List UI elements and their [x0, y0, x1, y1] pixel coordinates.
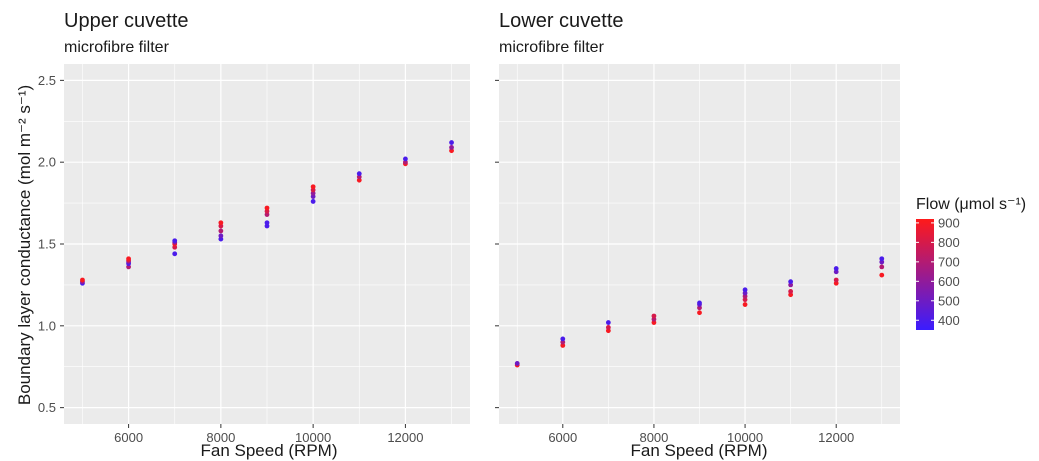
upper-y-tick-label: 1.5 [38, 237, 56, 252]
upper-data-point [310, 184, 316, 190]
upper-cuvette-panel: 6000 8000 10000 12000 0.5 1.0 1.5 2.0 2.5 [38, 64, 470, 445]
upper-data-point [218, 220, 224, 226]
upper-x-tick-label: 12000 [387, 430, 423, 445]
lower-data-point [560, 336, 566, 342]
legend-tick-label: 800 [938, 235, 960, 250]
lower-x-tick-label: 12000 [818, 430, 854, 445]
legend-title: Flow (μmol s⁻¹) [916, 196, 1026, 213]
y-axis-label: Boundary layer conductance (mol m⁻² s⁻¹) [15, 85, 34, 405]
lower-data-point [651, 313, 657, 319]
lower-data-point [833, 266, 839, 271]
lower-data-point [605, 320, 611, 325]
upper-x-tick-label: 6000 [114, 430, 143, 445]
upper-data-point [172, 238, 178, 244]
legend-tick-label: 400 [938, 313, 960, 328]
upper-data-point [403, 156, 408, 162]
upper-data-point [80, 277, 85, 283]
upper-x-tick-label: 10000 [295, 430, 331, 445]
lower-data-point [742, 287, 748, 293]
legend-tick-label: 500 [938, 293, 960, 308]
flow-legend: Flow (μmol s⁻¹) 900 800 700 600 500 400 [916, 196, 1026, 330]
upper-data-point [126, 256, 131, 262]
upper-data-point [264, 220, 270, 226]
upper-y-tick-label: 0.5 [38, 400, 56, 415]
legend-colorbar [916, 219, 934, 330]
upper-data-point [218, 233, 224, 239]
lower-data-point [879, 256, 885, 262]
lower-data-point [697, 300, 702, 306]
upper-y-tick-label: 2.0 [38, 155, 56, 170]
upper-data-point [264, 205, 270, 211]
upper-subtitle: microfibre filter [64, 39, 170, 56]
upper-data-point [356, 171, 362, 177]
upper-data-point [172, 251, 178, 257]
lower-data-point [879, 272, 885, 278]
lower-data-point [514, 361, 520, 366]
lower-data-point [605, 325, 611, 330]
lower-x-tick-label: 10000 [727, 430, 763, 445]
upper-y-tick-label: 1.0 [38, 318, 56, 333]
lower-title: Lower cuvette [499, 10, 624, 32]
lower-data-point [742, 302, 748, 307]
legend-tick-label: 900 [938, 215, 960, 230]
upper-data-point [449, 140, 454, 145]
lower-data-point [879, 264, 885, 270]
lower-subtitle: microfibre filter [499, 39, 605, 56]
upper-data-point [218, 228, 224, 234]
upper-data-point [310, 199, 316, 204]
lower-data-point [833, 277, 839, 283]
legend-ticks: 900 800 700 600 500 400 [916, 215, 960, 328]
lower-x-axis-label: Fan Speed (RPM) [631, 441, 768, 460]
upper-x-axis-label: Fan Speed (RPM) [201, 441, 338, 460]
upper-data-point [449, 145, 454, 150]
upper-title: Upper cuvette [64, 10, 189, 32]
lower-data-point [788, 279, 794, 285]
legend-tick-label: 600 [938, 274, 960, 289]
lower-x-tick-label: 6000 [548, 430, 577, 445]
lower-data-point [788, 289, 794, 294]
legend-tick-label: 700 [938, 254, 960, 269]
upper-x-tick-label: 8000 [206, 430, 235, 445]
upper-y-tick-label: 2.5 [38, 73, 56, 88]
lower-data-point [697, 310, 702, 316]
lower-cuvette-panel: 6000 8000 10000 12000 [495, 64, 900, 445]
lower-x-tick-label: 8000 [639, 430, 668, 445]
